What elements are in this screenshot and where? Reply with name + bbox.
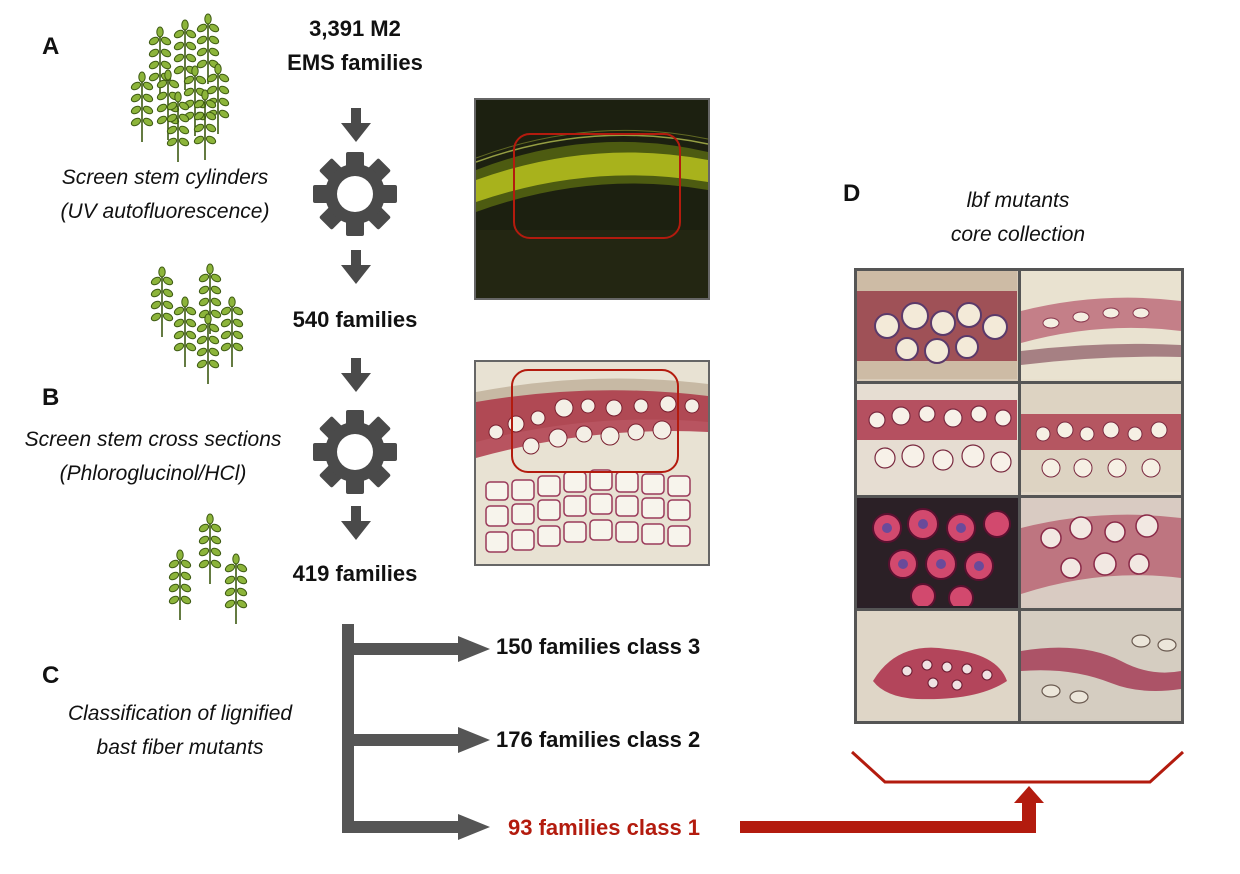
gear-icon-2 <box>313 410 397 494</box>
down-arrow-icon-2 <box>341 250 371 284</box>
down-arrow-icon-3 <box>341 358 371 392</box>
phloroglucinol-micrograph <box>474 360 710 566</box>
collection-title: lbf mutants core collection <box>900 184 1136 252</box>
collection-bracket <box>850 750 1185 784</box>
start-count-line2: EMS families <box>287 50 423 75</box>
mutant-micrograph-5 <box>857 497 1018 608</box>
screen1-description: Screen stem cylinders (UV autofluorescen… <box>30 161 300 229</box>
screen2-line2: (Phloroglucinol/HCl) <box>59 462 247 485</box>
down-arrow-icon-1 <box>341 108 371 142</box>
screen2-line1: Screen stem cross sections <box>24 428 282 451</box>
gear-icon-1 <box>313 152 397 236</box>
class1-label: 93 families class 1 <box>508 815 701 840</box>
screen1-line1: Screen stem cylinders <box>61 166 269 189</box>
step2-count-label: 540 families <box>292 307 418 332</box>
screen1-line2: (UV autofluorescence) <box>60 200 270 223</box>
plant-cluster-medium-icon <box>150 264 244 384</box>
down-arrow-icon-4 <box>341 506 371 540</box>
mutant-micrograph-1 <box>857 271 1018 382</box>
panel-letter-d: D <box>843 180 861 207</box>
class3-label: 150 families class 3 <box>496 634 701 659</box>
class2-label: 176 families class 2 <box>496 727 701 752</box>
uv-autofluorescence-micrograph <box>474 98 710 300</box>
step3-count-label: 419 families <box>292 561 418 586</box>
classification-branch-arrows <box>342 624 490 840</box>
mutant-micrograph-grid <box>854 268 1184 724</box>
mutant-micrograph-3 <box>857 384 1018 495</box>
panel-letter-a: A <box>42 33 60 60</box>
class1-to-collection-arrow <box>740 786 1044 833</box>
plant-cluster-small-icon <box>168 514 248 624</box>
classify-description: Classification of lignified bast fiber m… <box>40 697 320 765</box>
mutant-micrograph-6 <box>1020 497 1181 608</box>
mutant-micrograph-7 <box>857 610 1018 721</box>
mutant-micrograph-8 <box>1020 610 1181 721</box>
plant-cluster-large-icon <box>130 14 230 162</box>
mutant-micrograph-2 <box>1020 271 1181 382</box>
panel-letter-c: C <box>42 662 60 689</box>
start-count-label: 3,391 M2 EMS families <box>240 12 470 80</box>
collection-title-line2: core collection <box>950 223 1086 246</box>
collection-title-line1: lbf mutants <box>966 189 1070 212</box>
start-count-line1: 3,391 M2 <box>309 16 401 41</box>
screen2-description: Screen stem cross sections (Phloroglucin… <box>0 423 306 491</box>
classify-line2: bast fiber mutants <box>96 736 264 759</box>
classify-line1: Classification of lignified <box>67 702 293 725</box>
panel-letter-b: B <box>42 384 60 411</box>
mutant-micrograph-4 <box>1020 384 1181 495</box>
